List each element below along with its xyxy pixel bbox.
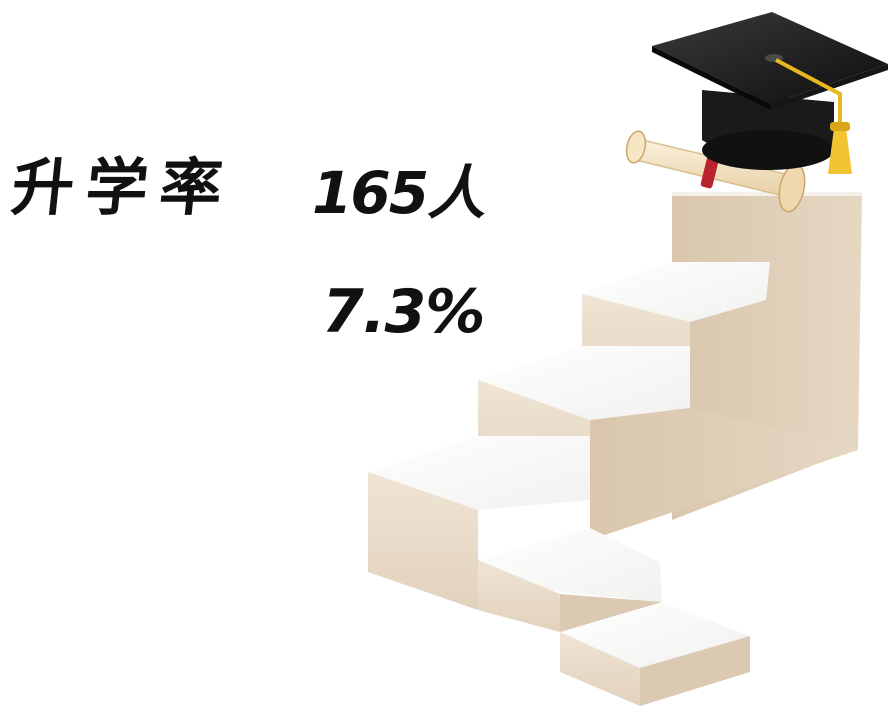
stair-block-top-face (672, 192, 862, 196)
step-0-side (640, 636, 750, 706)
step-3-top (478, 346, 690, 420)
step-1-front (478, 560, 560, 632)
diploma-scroll-icon (625, 130, 806, 213)
stair-body-side (590, 408, 858, 540)
graduation-cap-icon (652, 12, 888, 174)
stat-rate: 7.3% (322, 277, 485, 347)
staircase (368, 192, 862, 706)
stat-count: 165人 (312, 159, 485, 227)
step-0-top (560, 602, 750, 668)
step-4-top (582, 262, 770, 322)
step-2-top (368, 436, 590, 510)
step-2-front (368, 472, 478, 610)
step-0-front (560, 632, 640, 706)
